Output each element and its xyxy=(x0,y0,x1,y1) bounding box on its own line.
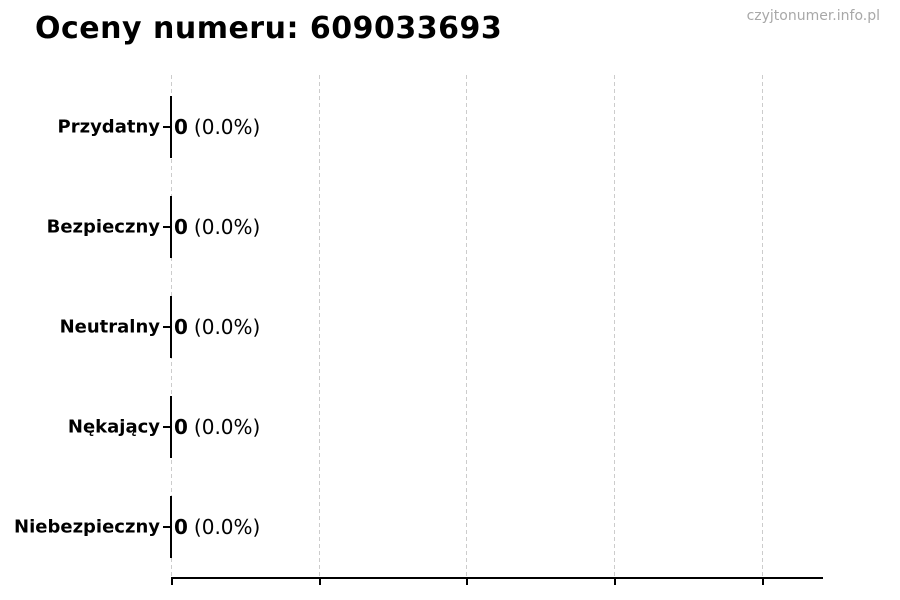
value-count: 0 xyxy=(174,515,188,539)
vertical-gridline xyxy=(466,75,467,578)
value-label: 0 (0.0%) xyxy=(174,115,260,139)
bar-row: Niebezpieczny 0 (0.0%) xyxy=(0,477,900,577)
bar-row: Nękający 0 (0.0%) xyxy=(0,377,900,477)
x-axis-line xyxy=(171,577,823,579)
value-count: 0 xyxy=(174,215,188,239)
value-percent: (0.0%) xyxy=(193,115,261,139)
zero-width-bar xyxy=(170,196,172,258)
x-axis-tick xyxy=(466,579,468,585)
vertical-gridline xyxy=(614,75,615,578)
value-count: 0 xyxy=(174,115,188,139)
x-axis-tick xyxy=(171,579,173,585)
y-axis-tick xyxy=(163,326,171,328)
vertical-gridline xyxy=(762,75,763,578)
bar-row: Neutralny 0 (0.0%) xyxy=(0,277,900,377)
category-label: Przydatny xyxy=(57,116,160,138)
y-axis-tick xyxy=(163,426,171,428)
value-label: 0 (0.0%) xyxy=(174,415,260,439)
x-axis-tick xyxy=(319,579,321,585)
y-axis-tick xyxy=(163,126,171,128)
zero-width-bar xyxy=(170,296,172,358)
x-axis-tick xyxy=(762,579,764,585)
value-count: 0 xyxy=(174,415,188,439)
value-percent: (0.0%) xyxy=(193,415,261,439)
bar-row: Przydatny 0 (0.0%) xyxy=(0,77,900,177)
value-percent: (0.0%) xyxy=(193,315,261,339)
vertical-gridline xyxy=(319,75,320,578)
value-count: 0 xyxy=(174,315,188,339)
value-percent: (0.0%) xyxy=(193,215,261,239)
category-label: Neutralny xyxy=(59,316,160,338)
x-axis-tick xyxy=(614,579,616,585)
y-axis-tick xyxy=(163,226,171,228)
watermark-text: czyjtonumer.info.pl xyxy=(746,8,880,24)
category-label: Bezpieczny xyxy=(46,216,160,238)
bar-row: Bezpieczny 0 (0.0%) xyxy=(0,177,900,277)
category-label: Niebezpieczny xyxy=(14,516,160,538)
y-axis-tick xyxy=(163,526,171,528)
chart-title: Oceny numeru: 609033693 xyxy=(35,11,503,46)
zero-width-bar xyxy=(170,496,172,558)
zero-width-bar xyxy=(170,396,172,458)
value-percent: (0.0%) xyxy=(193,515,261,539)
zero-width-bar xyxy=(170,96,172,158)
category-label: Nękający xyxy=(67,416,160,438)
value-label: 0 (0.0%) xyxy=(174,215,260,239)
value-label: 0 (0.0%) xyxy=(174,315,260,339)
value-label: 0 (0.0%) xyxy=(174,515,260,539)
